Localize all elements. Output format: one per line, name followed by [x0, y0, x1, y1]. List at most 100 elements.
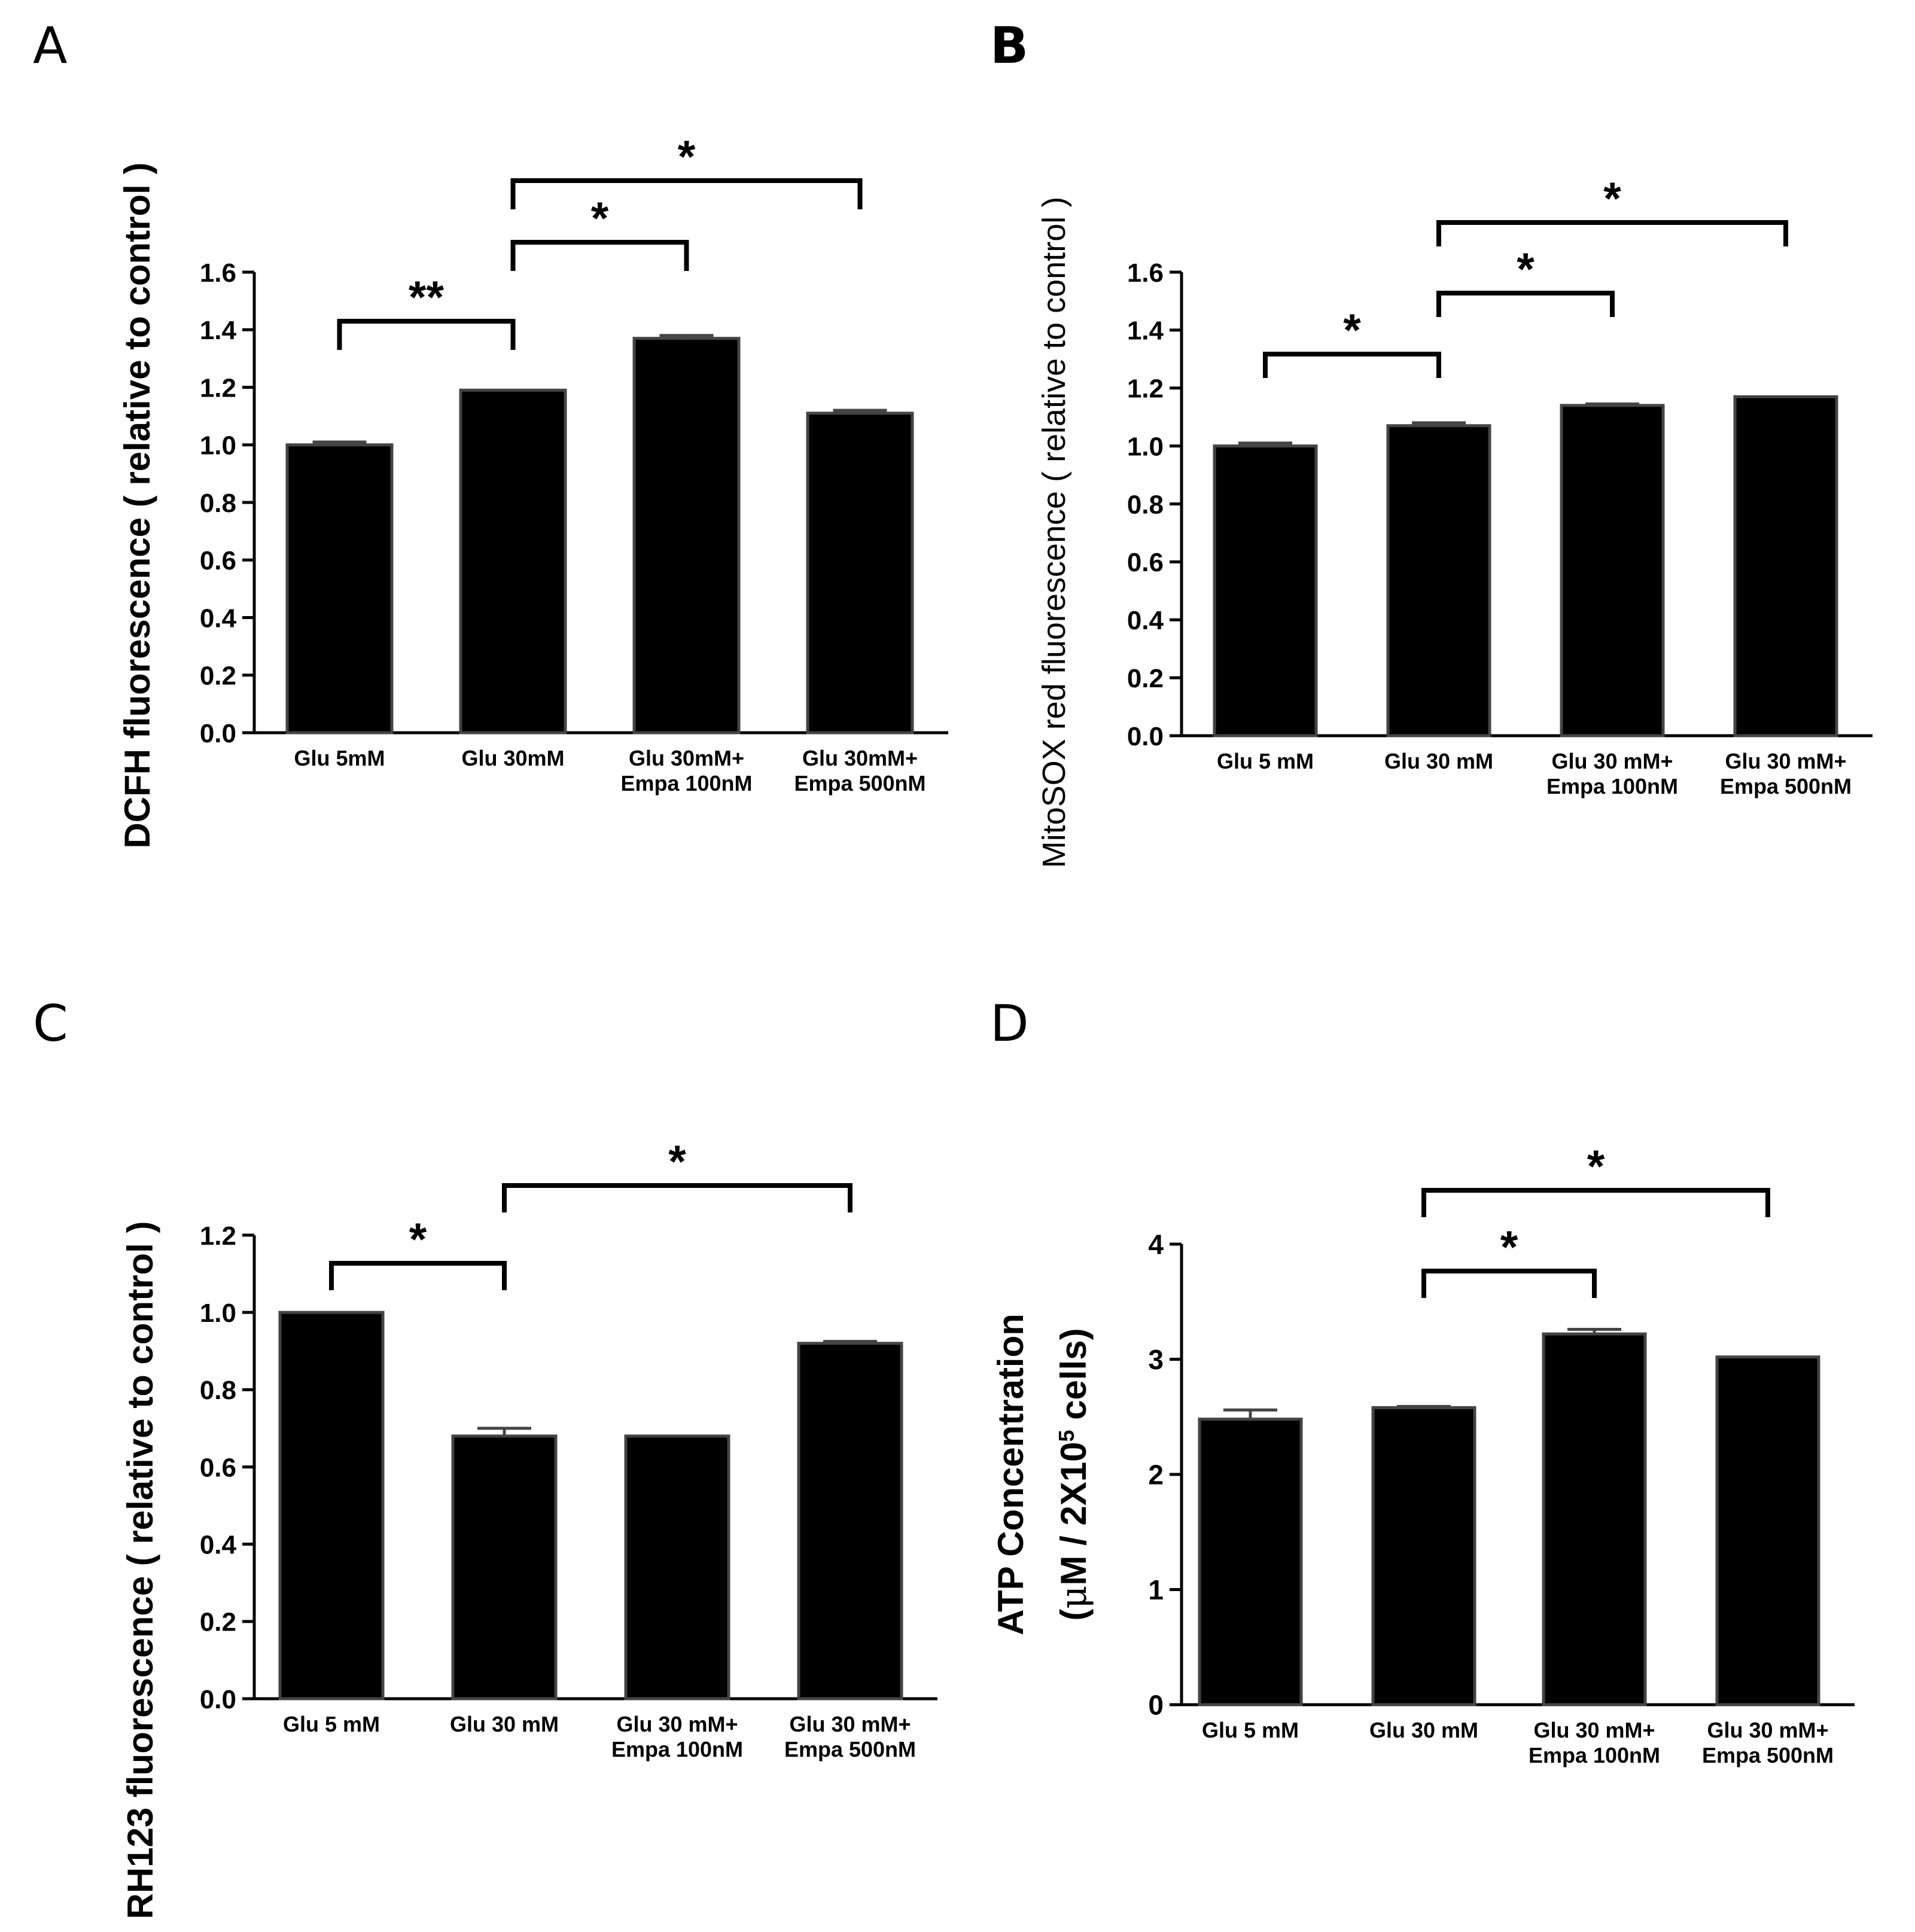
bar-1 [278, 1311, 385, 1701]
x-category-label: Glu 5 mM [1202, 1718, 1299, 1742]
y-tick-label: 4 [1148, 1229, 1164, 1260]
bar-3 [1560, 404, 1665, 738]
bar-4 [1715, 1355, 1820, 1707]
significance-bracket [1263, 352, 1441, 378]
panel-a: A 0.0 0.2 0.4 0.6 0.8 1.0 1.2 1.4 1.6 Glu 5mM Glu 3… [33, 16, 948, 848]
y-tick-label: 1.6 [200, 258, 236, 288]
y-axis-label-units: (μM / 2X105 cells) [1053, 1328, 1095, 1620]
y-tick-label: 1.2 [1127, 374, 1164, 404]
bar-4 [806, 412, 914, 735]
significance-label: * [591, 193, 609, 244]
y-tick-label: 0.2 [200, 1608, 236, 1637]
bar-3 [632, 337, 741, 735]
significance-bracket [502, 1183, 853, 1212]
y-tick-label: 0.8 [1127, 490, 1164, 519]
y-axis-label: ATP Concentration [991, 1314, 1031, 1635]
x-category-label: Glu 30mM [461, 746, 564, 770]
y-tick-label: 0.0 [200, 1685, 236, 1714]
y-axis-label-part: μ [1053, 1586, 1095, 1609]
y-tick-label: 0.8 [200, 1376, 236, 1405]
bar-1 [285, 443, 394, 735]
significance-label: * [678, 132, 696, 182]
y-tick-label: 2 [1148, 1459, 1164, 1491]
panel-letter-c: C [33, 994, 68, 1053]
significance-label: * [1500, 1222, 1518, 1273]
bar-2 [1371, 1406, 1476, 1707]
y-axis-label-part: 5 [1054, 1430, 1079, 1442]
y-tick-label: 1.4 [1127, 316, 1164, 346]
bar-3 [624, 1434, 730, 1701]
significance-bracket [1436, 220, 1788, 246]
significance-label: * [409, 1214, 427, 1265]
x-category-label: Glu 30mM+ [629, 746, 744, 770]
significance-bracket [510, 178, 863, 209]
significance-label: * [1587, 1141, 1605, 1192]
significance-bracket [510, 240, 689, 271]
y-axis-label-part: ( [1054, 1609, 1094, 1621]
panel-b: B 0.0 0.2 0.4 0.6 0.8 1.0 1.2 1.4 1.6 Glu 5 mM Glu … [990, 16, 1873, 868]
x-category-label: Glu 30 mM+ [1707, 1718, 1828, 1742]
x-category-label: Glu 30 mM [450, 1712, 559, 1736]
y-tick-label: 0 [1148, 1690, 1164, 1721]
significance-label: * [1603, 173, 1621, 224]
x-category-label: Glu 30 mM+ [1725, 749, 1846, 773]
x-category-label: Glu 5 mM [283, 1712, 380, 1736]
y-tick-label: 0.8 [200, 489, 236, 518]
y-tick-label: 0.6 [200, 1453, 236, 1482]
y-tick-label: 1.0 [200, 1299, 236, 1328]
y-tick-label: 0.4 [1127, 606, 1164, 635]
y-tick-label: 0.2 [200, 662, 236, 691]
significance-bracket [1421, 1188, 1770, 1217]
bar-4 [797, 1342, 903, 1701]
bar-2 [459, 388, 567, 735]
y-tick-label: 0.2 [1127, 664, 1164, 693]
bar-2 [451, 1434, 558, 1701]
y-tick-label: 1.0 [1127, 432, 1164, 461]
y-axis-label-part: cells) [1054, 1328, 1094, 1430]
x-category-label: Glu 30 mM+ [616, 1712, 738, 1736]
y-tick-label: 0.4 [200, 1531, 237, 1560]
x-category-label: Glu 5mM [294, 746, 385, 770]
x-category-label: Empa 100nM [1546, 774, 1678, 799]
significance-label: * [1517, 244, 1535, 295]
x-category-label: Glu 30 mM [1369, 1718, 1478, 1742]
x-category-label: Empa 500nM [1702, 1743, 1834, 1768]
y-tick-label: 3 [1148, 1344, 1164, 1375]
y-axis-label: DCFH fluorescence ( relative to control … [117, 163, 157, 849]
significance-bracket [337, 319, 516, 350]
panel-letter-d: D [990, 994, 1029, 1053]
significance-label: ** [409, 272, 445, 323]
y-tick-label: 1 [1148, 1574, 1164, 1605]
significance-bracket [1436, 291, 1615, 317]
x-category-label: Glu 30 mM+ [1533, 1718, 1655, 1742]
panel-letter-b: B [990, 16, 1028, 75]
x-category-label: Glu 5 mM [1217, 749, 1314, 773]
significance-label: * [1343, 305, 1361, 356]
x-category-label: Empa 100nM [1529, 1743, 1660, 1768]
x-category-label: Empa 500nM [784, 1737, 916, 1762]
x-category-label: Glu 30 mM [1384, 749, 1493, 773]
x-category-label: Glu 30 mM+ [789, 1712, 911, 1736]
y-axis-label: RH123 fluorescence ( relative to control… [120, 1221, 160, 1919]
bar-4 [1733, 395, 1838, 738]
bar-1 [1198, 1418, 1303, 1707]
panel-letter-a: A [33, 16, 67, 75]
x-category-label: Empa 100nM [611, 1737, 743, 1762]
x-category-label: Glu 30 mM+ [1551, 749, 1673, 773]
bar-2 [1386, 424, 1491, 738]
significance-bracket [329, 1261, 507, 1290]
x-category-label: Empa 500nM [794, 771, 925, 796]
y-tick-label: 0.6 [200, 546, 236, 575]
y-axis-label: MitoSOX red fluorescence ( relative to c… [1036, 197, 1072, 868]
y-axis-label-part: M / 2X10 [1054, 1442, 1094, 1586]
panel-c: C 0.0 0.2 0.4 0.6 0.8 1.0 1.2 Glu 5 mM Glu 30 mM G… [33, 994, 937, 1919]
x-category-label: Glu 30mM+ [802, 746, 918, 770]
y-tick-label: 0.4 [200, 604, 237, 633]
x-category-label: Empa 500nM [1720, 774, 1852, 799]
bar-3 [1542, 1332, 1647, 1707]
significance-label: * [668, 1136, 686, 1187]
y-tick-label: 0.6 [1127, 548, 1164, 577]
x-category-label: Empa 100nM [620, 771, 752, 796]
